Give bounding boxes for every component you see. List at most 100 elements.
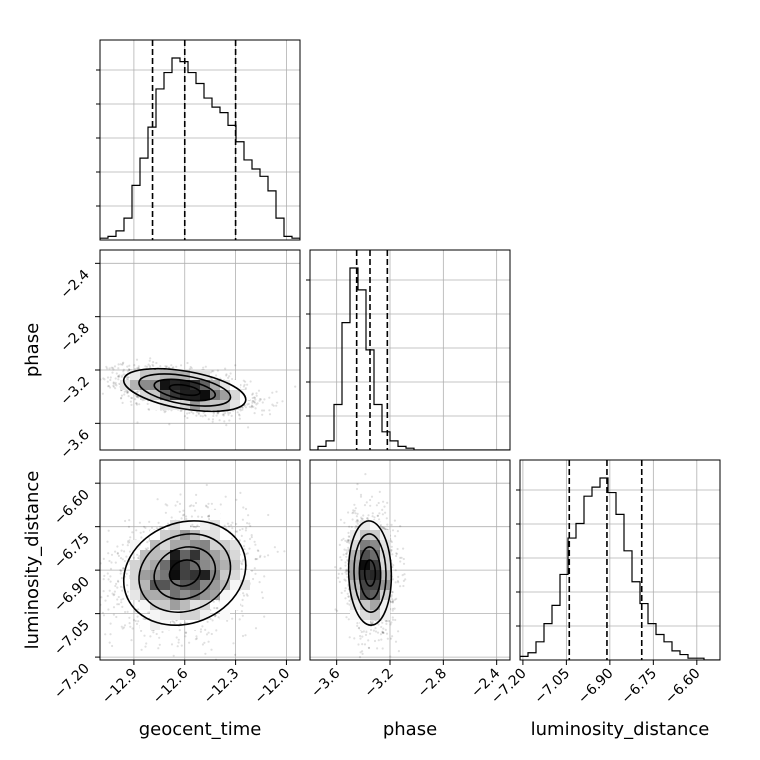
sample-point bbox=[204, 628, 207, 632]
sample-point bbox=[137, 599, 140, 602]
sample-point bbox=[129, 625, 132, 628]
sample-point bbox=[242, 385, 245, 388]
density-cell bbox=[190, 370, 200, 380]
sample-point bbox=[251, 401, 254, 404]
sample-point bbox=[241, 518, 244, 521]
sample-point bbox=[102, 377, 105, 380]
sample-point bbox=[114, 561, 117, 564]
sample-point bbox=[224, 495, 227, 498]
sample-point bbox=[107, 385, 110, 388]
sample-point bbox=[189, 365, 192, 369]
sample-point bbox=[191, 523, 194, 527]
sample-point bbox=[211, 370, 214, 373]
sample-point bbox=[248, 537, 252, 541]
sample-point bbox=[255, 403, 258, 406]
sample-point bbox=[119, 569, 123, 573]
sample-point bbox=[152, 631, 155, 634]
sample-point bbox=[121, 401, 124, 404]
sample-point bbox=[251, 396, 254, 400]
density-cell bbox=[130, 380, 140, 390]
sample-point bbox=[175, 365, 178, 368]
sample-point bbox=[231, 521, 234, 524]
sample-point bbox=[252, 399, 255, 403]
sample-point bbox=[146, 547, 149, 550]
sample-point bbox=[204, 365, 207, 368]
sample-point bbox=[194, 501, 198, 505]
sample-point bbox=[234, 653, 237, 656]
sample-point bbox=[179, 409, 182, 412]
sample-point bbox=[164, 503, 167, 506]
sample-point bbox=[211, 619, 214, 622]
density-cell bbox=[140, 390, 150, 400]
sample-point bbox=[146, 402, 149, 405]
contour-line bbox=[138, 373, 232, 407]
sample-point bbox=[159, 525, 162, 529]
sample-point bbox=[90, 372, 92, 374]
sample-point bbox=[116, 598, 119, 601]
sample-point bbox=[155, 361, 158, 365]
sample-point bbox=[148, 359, 151, 362]
density-cell bbox=[230, 400, 240, 410]
sample-point bbox=[241, 563, 244, 566]
sample-point bbox=[114, 387, 117, 390]
sample-point bbox=[152, 361, 155, 364]
sample-point bbox=[128, 364, 131, 367]
sample-point bbox=[258, 399, 261, 402]
density-cell bbox=[210, 380, 220, 390]
sample-point bbox=[244, 634, 247, 637]
sample-point bbox=[178, 502, 182, 505]
sample-point bbox=[112, 384, 115, 387]
sample-point bbox=[253, 396, 256, 399]
sample-point bbox=[128, 369, 131, 372]
sample-point bbox=[170, 516, 173, 519]
sample-point bbox=[158, 643, 161, 646]
sample-point bbox=[241, 406, 244, 409]
sample-point bbox=[143, 525, 146, 528]
sample-point bbox=[119, 397, 123, 400]
density-cell bbox=[200, 400, 210, 410]
sample-point bbox=[164, 410, 167, 413]
sample-point bbox=[253, 567, 256, 570]
sample-point bbox=[125, 376, 128, 379]
sample-point bbox=[195, 637, 198, 640]
sample-point bbox=[179, 493, 182, 496]
sample-point bbox=[116, 375, 120, 378]
sample-point bbox=[166, 504, 169, 507]
sample-point bbox=[254, 572, 257, 575]
sample-point bbox=[161, 630, 164, 634]
sample-point bbox=[238, 417, 241, 420]
sample-point bbox=[60, 365, 62, 367]
sample-point bbox=[186, 416, 189, 420]
sample-point bbox=[103, 378, 106, 381]
sample-point bbox=[112, 381, 115, 384]
sample-point bbox=[163, 411, 166, 414]
sample-point bbox=[275, 404, 278, 407]
sample-point bbox=[256, 557, 259, 561]
sample-point bbox=[91, 391, 93, 393]
panel-content bbox=[60, 357, 297, 429]
sample-point bbox=[238, 618, 241, 621]
sample-point bbox=[93, 552, 95, 554]
sample-point bbox=[224, 367, 227, 370]
density-cell bbox=[150, 390, 160, 400]
sample-point bbox=[222, 414, 225, 417]
sample-point bbox=[212, 414, 215, 418]
sample-point bbox=[114, 383, 117, 386]
sample-point bbox=[136, 553, 139, 556]
sample-point bbox=[241, 614, 244, 617]
sample-point bbox=[195, 414, 198, 417]
sample-point bbox=[207, 515, 210, 518]
sample-point bbox=[104, 633, 107, 636]
sample-point bbox=[107, 529, 110, 532]
sample-point bbox=[138, 521, 141, 524]
sample-point bbox=[250, 534, 253, 537]
sample-point bbox=[147, 363, 150, 366]
sample-point bbox=[111, 366, 114, 369]
sample-point bbox=[108, 367, 111, 370]
sample-point bbox=[215, 414, 218, 417]
sample-point bbox=[157, 521, 160, 524]
sample-point bbox=[204, 652, 207, 655]
density-cell bbox=[220, 400, 230, 410]
sample-point bbox=[221, 413, 224, 416]
sample-point bbox=[227, 411, 230, 415]
